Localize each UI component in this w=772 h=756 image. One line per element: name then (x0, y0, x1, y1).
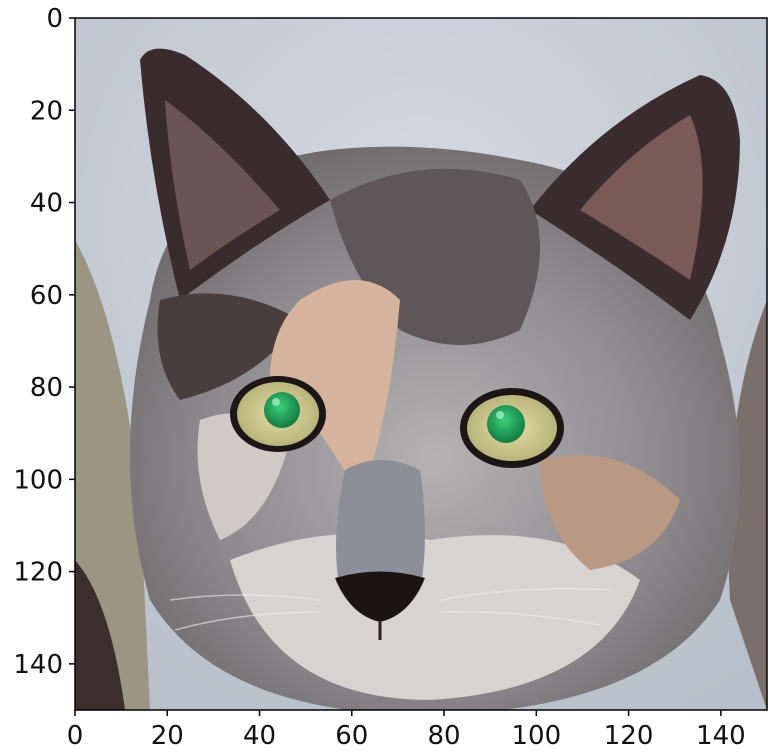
y-tick-label: 140 (13, 650, 63, 680)
y-axis: 0 20 40 60 80 100 120 140 (13, 4, 75, 680)
right-side-fur (728, 300, 767, 710)
x-axis: 0 20 40 60 80 100 120 140 (67, 710, 746, 751)
left-dark-patch (75, 560, 125, 710)
x-tick-label: 60 (335, 721, 368, 751)
left-eye-pupil (264, 392, 300, 428)
x-tick-label: 20 (151, 721, 184, 751)
plot-frame (74, 17, 768, 711)
y-tick-label: 100 (13, 465, 63, 495)
muzzle-light (230, 533, 640, 700)
right-cheek-peach (540, 455, 680, 570)
x-tick-label: 0 (67, 721, 84, 751)
right-ear-inner (580, 115, 703, 280)
right-eye-highlight (496, 411, 504, 419)
y-tick-label: 0 (46, 4, 63, 34)
left-eye-highlight (272, 398, 280, 406)
x-tick-label: 40 (243, 721, 276, 751)
cat-photo (75, 18, 767, 710)
x-tick-label: 80 (428, 721, 461, 751)
y-tick-label: 60 (30, 281, 63, 311)
x-tick-label: 140 (696, 721, 746, 751)
x-tick-label: 120 (604, 721, 654, 751)
right-eye-pupil (487, 405, 525, 443)
left-ear-inner (165, 100, 280, 270)
cat-nose (335, 571, 425, 622)
x-tick-label: 100 (512, 721, 562, 751)
left-cheek-dark (157, 293, 300, 400)
peach-blaze (270, 280, 400, 500)
nose-bridge (336, 460, 425, 590)
y-tick-label: 120 (13, 558, 63, 588)
y-tick-label: 40 (30, 189, 63, 219)
whiskers (169, 588, 611, 631)
y-tick-label: 20 (30, 96, 63, 126)
y-tick-label: 80 (30, 373, 63, 403)
